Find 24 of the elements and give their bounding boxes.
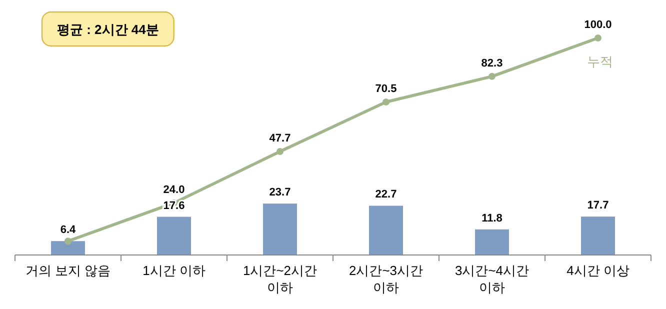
x-tick-label: 1시간 이하 <box>142 263 206 278</box>
point <box>382 98 390 106</box>
x-tick-label: 2시간~3시간 이하 <box>348 263 424 295</box>
data-label: 22.7 <box>375 188 397 201</box>
data-label: 47.7 <box>269 132 291 144</box>
point <box>594 34 602 42</box>
data-label: 17.6 <box>163 200 185 212</box>
x-tick-label: 4시간 이상 <box>566 263 630 278</box>
x-tick-label: 1시간~2시간 이하 <box>242 263 318 295</box>
data-label: 11.8 <box>482 212 502 224</box>
point <box>488 72 496 80</box>
text: 평균 : 2시간 44분 <box>57 22 159 37</box>
data-label: 6.4 <box>60 224 77 236</box>
point <box>276 148 284 155</box>
data-label: 100.0 <box>584 19 612 31</box>
x-tick-label: 3시간~4시간 이하 <box>454 263 530 295</box>
data-label: 17.7 <box>587 200 609 212</box>
data-label: 23.7 <box>269 186 291 199</box>
data-label: 24.0 <box>163 184 185 196</box>
point <box>64 238 72 245</box>
series-label: 누적 <box>587 54 613 69</box>
x-tick-label: 거의 보지 않음 <box>25 263 111 278</box>
data-label: 70.5 <box>375 83 397 96</box>
data-label: 82.3 <box>481 57 503 70</box>
